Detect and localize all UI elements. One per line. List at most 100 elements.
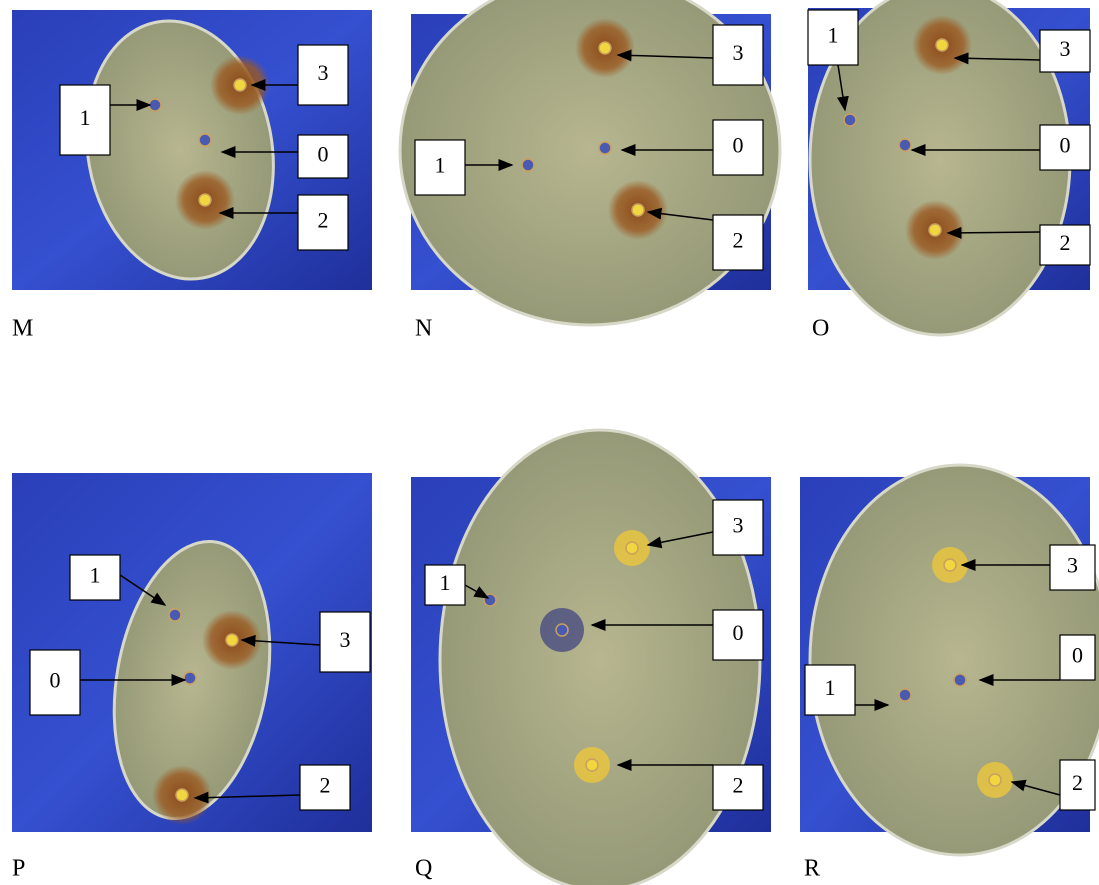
label-box	[69, 554, 121, 601]
label-box	[424, 564, 466, 606]
label-text: 0	[50, 668, 61, 693]
label-text: 3	[340, 627, 351, 652]
label-text: 0	[733, 133, 744, 158]
well	[898, 688, 912, 702]
well	[988, 773, 1002, 787]
panel: 1 3 0 2 P	[12, 473, 372, 882]
label-box	[414, 139, 466, 196]
arrow	[464, 584, 490, 599]
well	[183, 671, 197, 685]
label-box	[712, 24, 764, 86]
label-text: 1	[80, 105, 91, 130]
label-text: 1	[825, 675, 836, 700]
label-text: 3	[318, 60, 329, 85]
label-text: 2	[1072, 770, 1083, 795]
petri-dish	[398, 0, 782, 327]
well	[148, 98, 162, 112]
label-box	[299, 764, 351, 811]
label-text: 2	[733, 228, 744, 253]
label-box	[59, 84, 111, 156]
panel: 3 0 1 2 N	[398, 0, 782, 342]
well	[521, 158, 535, 172]
label-text: 3	[1067, 553, 1078, 578]
arrow	[836, 64, 849, 112]
panel-letter: M	[12, 316, 33, 342]
panel: 3 0 1 2 R	[800, 463, 1099, 882]
well	[935, 38, 949, 52]
label-box	[807, 9, 859, 66]
panel: 1 3 0 2 Q	[411, 428, 771, 885]
label-text: 3	[733, 40, 744, 65]
label-text: 2	[1060, 230, 1071, 255]
panel-letter: N	[415, 316, 432, 342]
well	[585, 758, 599, 772]
label-box	[1039, 124, 1091, 171]
photo	[398, 0, 782, 327]
label-box	[297, 134, 349, 179]
label-text: 2	[320, 773, 331, 798]
well	[625, 541, 639, 555]
label-box	[712, 119, 764, 176]
label-box	[712, 609, 764, 661]
well	[953, 673, 967, 687]
well	[631, 203, 645, 217]
label-box	[297, 44, 349, 106]
label-box	[297, 194, 349, 251]
well	[928, 223, 942, 237]
panel-letter: P	[12, 856, 25, 882]
well	[175, 788, 189, 802]
well	[843, 113, 857, 127]
label-text: 0	[1072, 643, 1083, 668]
label-text: 3	[733, 513, 744, 538]
label-text: 1	[828, 23, 839, 48]
arrow	[646, 207, 714, 221]
panel-letter: R	[804, 856, 820, 882]
well	[483, 593, 497, 607]
label-text: 1	[90, 563, 101, 588]
well	[898, 138, 912, 152]
label-box	[29, 649, 81, 716]
arrow	[953, 52, 1041, 65]
label-box	[1039, 29, 1091, 73]
well	[943, 558, 957, 572]
panel-letter: Q	[415, 856, 432, 882]
petri-dish	[808, 463, 1099, 857]
label-text: 0	[318, 142, 329, 167]
label-text: 2	[733, 773, 744, 798]
label-box	[1059, 634, 1096, 681]
well	[168, 608, 182, 622]
well	[225, 633, 239, 647]
arrow	[616, 49, 714, 62]
label-box	[712, 214, 764, 271]
photo	[800, 463, 1099, 857]
arrow	[646, 531, 714, 549]
label-box	[1049, 544, 1096, 591]
photo	[411, 428, 771, 885]
label-text: 2	[318, 208, 329, 233]
panel: 1 3 0 2 O	[807, 0, 1091, 342]
label-text: 3	[1060, 36, 1071, 61]
petri-dish	[438, 428, 762, 885]
arrow	[240, 634, 321, 647]
label-text: 0	[733, 620, 744, 645]
label-text: 1	[435, 153, 446, 178]
arrow	[946, 226, 1041, 239]
label-box	[712, 764, 764, 811]
label-text: 1	[440, 570, 451, 595]
label-box	[319, 611, 371, 673]
label-box	[1039, 224, 1091, 266]
label-box	[712, 499, 764, 556]
label-box	[804, 664, 856, 716]
panel-letter: O	[812, 316, 829, 342]
well	[598, 41, 612, 55]
arrow	[193, 791, 301, 804]
label-box	[1059, 759, 1096, 811]
well	[598, 141, 612, 155]
arrow	[119, 574, 167, 606]
arrow	[1010, 779, 1061, 796]
well	[555, 623, 569, 637]
panel: 1 3 0 2 M	[12, 10, 372, 342]
well	[233, 78, 247, 92]
well	[198, 133, 212, 147]
